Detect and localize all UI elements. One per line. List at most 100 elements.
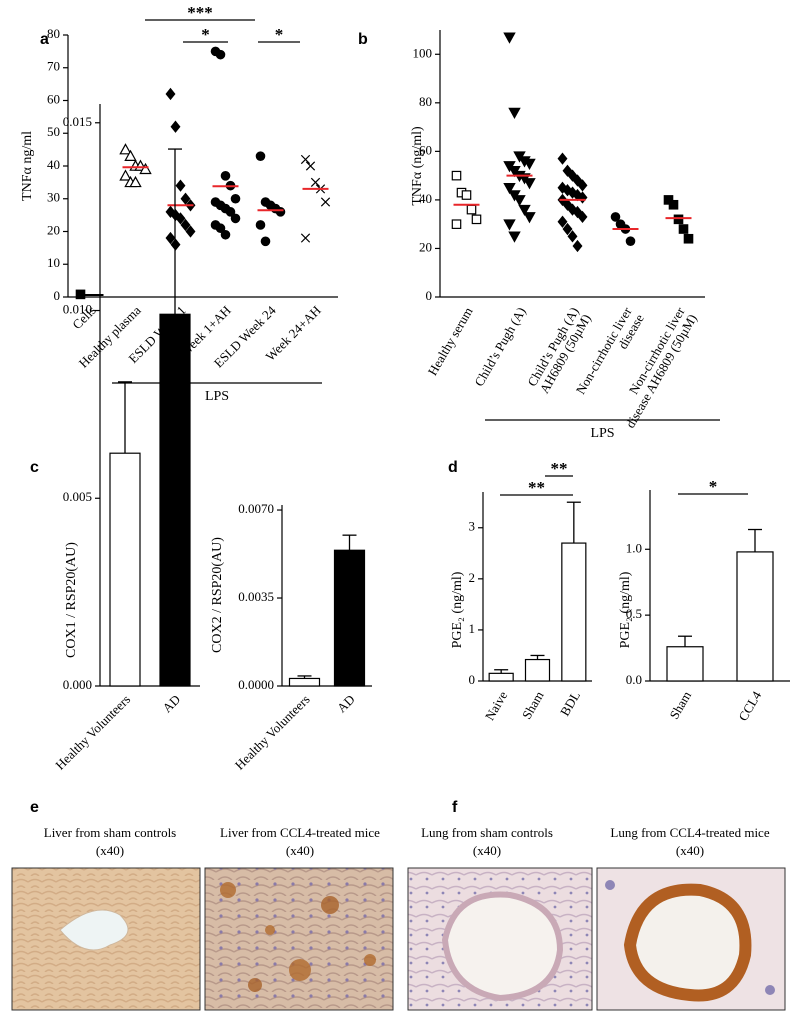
y-tick-label: 1.0 bbox=[626, 540, 642, 555]
micrograph bbox=[407, 867, 593, 1011]
x-tick-label: Sham bbox=[666, 688, 694, 721]
x-tick-label: AD bbox=[334, 692, 358, 716]
y-tick-label: 40 bbox=[47, 157, 60, 172]
micrograph bbox=[11, 867, 201, 1011]
y-tick-label: 0.015 bbox=[63, 114, 92, 129]
panel-letter: b bbox=[358, 31, 368, 48]
data-point bbox=[165, 205, 176, 219]
data-point bbox=[255, 220, 266, 230]
data-point bbox=[663, 195, 674, 205]
data-point bbox=[300, 154, 311, 165]
data-point bbox=[523, 158, 536, 170]
data-point bbox=[557, 152, 568, 165]
image-caption: (x40) bbox=[676, 843, 704, 858]
data-point bbox=[625, 236, 636, 246]
data-point bbox=[305, 161, 316, 171]
y-tick-label: 0.010 bbox=[63, 302, 92, 317]
y-tick-label: 80 bbox=[419, 94, 432, 109]
data-point bbox=[562, 222, 573, 236]
data-point bbox=[503, 182, 516, 195]
data-point bbox=[523, 212, 536, 224]
image-caption: Liver from sham controls bbox=[44, 825, 177, 840]
data-point bbox=[180, 218, 191, 232]
x-tick-label: BDL bbox=[557, 688, 583, 718]
y-tick-label: 0.005 bbox=[63, 489, 92, 504]
data-point bbox=[471, 214, 482, 225]
data-point bbox=[175, 212, 186, 225]
data-point bbox=[503, 219, 516, 231]
image-caption: (x40) bbox=[286, 843, 314, 858]
data-point bbox=[451, 219, 462, 229]
data-point bbox=[513, 195, 526, 207]
micrograph bbox=[596, 867, 786, 1011]
y-tick-label: 10 bbox=[47, 255, 60, 270]
chart-5: PGE₂ (ng/ml) 0.0 0.5 1.0 Sham CCL4 * bbox=[618, 477, 790, 724]
x-tick-label: Child’s Pugh (A) bbox=[471, 304, 528, 388]
image-caption: Lung from sham controls bbox=[421, 825, 553, 840]
panel-letter: a bbox=[40, 31, 49, 48]
data-point bbox=[275, 207, 286, 217]
y-tick-label: 0.000 bbox=[63, 677, 92, 692]
data-point bbox=[185, 225, 196, 238]
data-point bbox=[320, 197, 331, 207]
data-point bbox=[165, 87, 176, 101]
micrograph bbox=[204, 867, 394, 1011]
y-tick-label: 80 bbox=[47, 26, 60, 41]
image-caption: Lung from CCL4-treated mice bbox=[610, 825, 769, 840]
data-point bbox=[508, 231, 521, 243]
y-tick-label: 40 bbox=[419, 191, 432, 206]
y-axis-label: TNFα ng/ml bbox=[20, 131, 35, 201]
data-point bbox=[451, 170, 462, 181]
y-tick-label: 0 bbox=[426, 288, 433, 303]
data-point bbox=[119, 143, 132, 155]
data-point bbox=[508, 107, 521, 119]
panel-letter: e bbox=[30, 799, 39, 816]
data-point bbox=[300, 233, 311, 243]
y-tick-label: 60 bbox=[47, 91, 60, 106]
data-point bbox=[466, 204, 477, 215]
data-point bbox=[180, 192, 191, 205]
image-panel-f: f Lung from sham controls (x40) Lung fro… bbox=[407, 799, 786, 1011]
data-point bbox=[678, 224, 689, 234]
bar bbox=[561, 542, 587, 682]
bar bbox=[109, 452, 141, 687]
data-point bbox=[683, 233, 694, 244]
bar bbox=[736, 551, 774, 682]
data-point bbox=[557, 215, 568, 228]
y-tick-label: 0.0070 bbox=[238, 501, 274, 516]
x-tick-label: AD bbox=[159, 692, 183, 716]
bar bbox=[333, 549, 366, 687]
significance-label: * bbox=[201, 25, 210, 44]
panel-letter: f bbox=[452, 799, 458, 816]
image-caption: (x40) bbox=[96, 843, 124, 858]
y-tick-label: 0.0000 bbox=[238, 677, 274, 692]
y-tick-label: 50 bbox=[47, 124, 60, 139]
data-point bbox=[567, 230, 578, 243]
y-tick-label: 1 bbox=[469, 621, 476, 636]
x-tick-label: Healthy Volunteers bbox=[52, 692, 133, 773]
data-point bbox=[220, 171, 231, 181]
x-tick-label: Healthy serum bbox=[425, 304, 476, 377]
data-point bbox=[461, 190, 472, 200]
y-tick-label: 0.0 bbox=[626, 672, 642, 687]
panel-letter: c bbox=[30, 459, 39, 476]
significance-label: *** bbox=[187, 3, 213, 22]
data-point bbox=[310, 177, 321, 187]
x-tick-label: CCL4 bbox=[735, 688, 764, 723]
data-point bbox=[230, 193, 241, 204]
x-tick-label: Sham bbox=[519, 688, 547, 721]
data-point bbox=[260, 236, 271, 247]
y-tick-label: 70 bbox=[47, 59, 60, 74]
y-tick-label: 100 bbox=[413, 45, 433, 60]
data-point bbox=[119, 169, 132, 181]
y-tick-label: 20 bbox=[47, 222, 60, 237]
data-point bbox=[572, 239, 583, 253]
y-axis-label: PGE₂ (ng/ml) bbox=[450, 571, 465, 648]
data-point bbox=[215, 223, 226, 234]
data-point bbox=[503, 32, 516, 44]
x-tick-label: Healthy Volunteers bbox=[232, 692, 313, 773]
y-tick-label: 3 bbox=[469, 519, 476, 534]
y-axis-label: COX1 / RSP20(AU) bbox=[64, 542, 79, 658]
chart-1: b TNFα (ng/ml) 0 20 40 60 80 100 Healthy serumCh… bbox=[358, 30, 720, 441]
bar bbox=[524, 658, 551, 682]
